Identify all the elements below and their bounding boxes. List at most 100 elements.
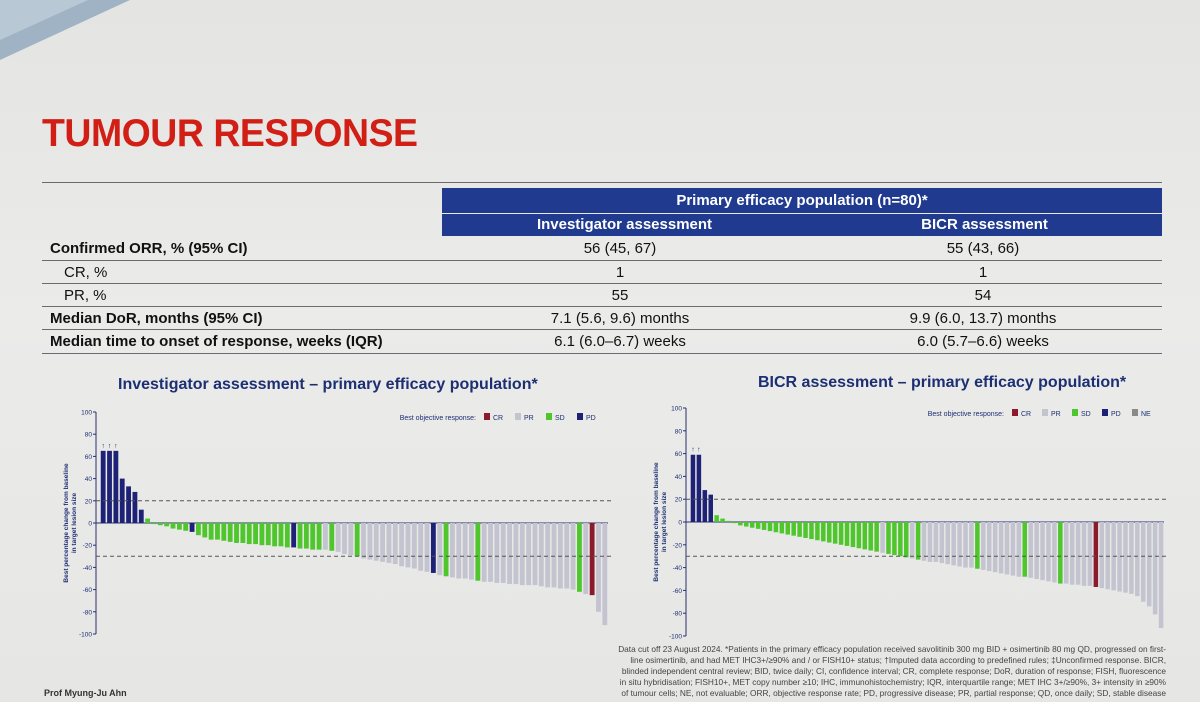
bar	[538, 523, 544, 587]
y-tick-label: -40	[673, 565, 683, 572]
bar	[690, 454, 696, 522]
bar	[821, 522, 826, 542]
bar	[986, 522, 992, 572]
bar	[892, 522, 897, 556]
bar	[367, 523, 373, 560]
bar	[240, 523, 246, 543]
cell-investigator: 1	[615, 264, 625, 281]
bar	[392, 523, 398, 565]
slide-title: TUMOUR RESPONSE	[42, 112, 418, 155]
legend-title: Best objective response:	[400, 415, 476, 422]
y-tick-label: 60	[675, 451, 683, 458]
cell-bicr: 1	[978, 264, 988, 281]
cell-bicr: 55 (43, 66)	[946, 240, 1020, 257]
legend-swatch-ne	[1132, 409, 1138, 416]
bar	[797, 522, 802, 537]
cell-bicr: 6.0 (5.7–6.6) weeks	[917, 333, 1049, 350]
bar	[196, 523, 201, 536]
y-tick-label: -60	[83, 587, 93, 594]
bar	[909, 522, 915, 559]
legend-label-sd: SD	[1081, 411, 1091, 418]
bar	[500, 523, 506, 583]
bar	[411, 523, 417, 569]
row-label: Median DoR, months (95% CI)	[50, 310, 263, 327]
bar	[826, 522, 832, 543]
bar	[462, 523, 468, 579]
legend-label-cr: CR	[1021, 411, 1031, 418]
bar	[809, 522, 814, 540]
bar	[1046, 522, 1051, 582]
bar	[564, 523, 570, 589]
legend-swatch-cr	[1012, 409, 1018, 416]
legend-swatch-pd	[577, 413, 583, 420]
bar-annotation: ↑	[691, 447, 695, 454]
cell-investigator: 7.1 (5.6, 9.6) months	[550, 310, 690, 327]
bar	[702, 490, 708, 522]
bar	[738, 522, 743, 526]
bar	[253, 523, 258, 545]
legend-label-sd: SD	[555, 415, 565, 422]
bar	[945, 522, 950, 565]
bar	[1022, 522, 1028, 577]
bar	[424, 523, 430, 572]
bar	[126, 486, 131, 523]
bar	[708, 494, 713, 522]
cell-investigator: 6.1 (6.0–6.7) weeks	[554, 333, 686, 350]
y-tick-label: 20	[675, 497, 683, 504]
bar	[815, 522, 820, 541]
bar	[456, 523, 462, 579]
bar	[323, 523, 328, 550]
bar	[1117, 522, 1122, 592]
bar	[921, 522, 927, 561]
bar	[189, 523, 195, 532]
presenter-name: Prof Myung-Ju Ahn	[44, 688, 127, 698]
y-tick-label: 100	[671, 406, 682, 413]
bar	[202, 523, 208, 538]
bar	[265, 523, 271, 546]
bar	[329, 523, 335, 551]
chart-title-bicr: BICR assessment – primary efficacy popul…	[758, 374, 1127, 391]
bar	[494, 523, 500, 583]
y-axis-label: Best percentage change from baselinein t…	[63, 463, 78, 583]
bar	[1010, 522, 1016, 576]
bar	[107, 450, 112, 523]
group-header-text: Primary efficacy population (n=80)*	[676, 192, 928, 209]
bar	[1093, 522, 1099, 587]
bar	[310, 523, 316, 550]
bar	[284, 523, 290, 548]
legend-swatch-pr	[1042, 409, 1048, 416]
bar	[998, 522, 1004, 574]
row-divider	[42, 353, 1162, 354]
bar	[1040, 522, 1045, 581]
bar	[526, 523, 532, 586]
bar	[732, 522, 737, 524]
bar	[1135, 522, 1140, 597]
bar	[1152, 522, 1158, 615]
bar	[1105, 522, 1110, 590]
y-axis-label-line: Best percentage change from baseline	[653, 462, 660, 582]
bar	[1075, 522, 1081, 585]
row-label: Median time to onset of response, weeks …	[50, 333, 383, 350]
bar	[904, 522, 909, 558]
bar	[450, 523, 455, 578]
bar	[714, 515, 719, 522]
bar	[1081, 522, 1087, 586]
bar	[1028, 522, 1033, 578]
bar-annotation: ↑	[697, 447, 701, 454]
bar	[1069, 522, 1075, 585]
bar	[981, 522, 986, 570]
bar	[380, 523, 385, 562]
bar	[577, 523, 582, 592]
bar	[469, 523, 474, 580]
legend-label-cr: CR	[493, 415, 503, 422]
bar	[880, 522, 885, 553]
bar	[303, 523, 309, 549]
bar	[138, 509, 144, 523]
bar	[803, 522, 808, 538]
bar	[278, 523, 284, 547]
bar	[749, 522, 755, 528]
bar	[761, 522, 767, 530]
y-tick-label: 80	[85, 432, 93, 439]
bar	[1129, 522, 1134, 594]
